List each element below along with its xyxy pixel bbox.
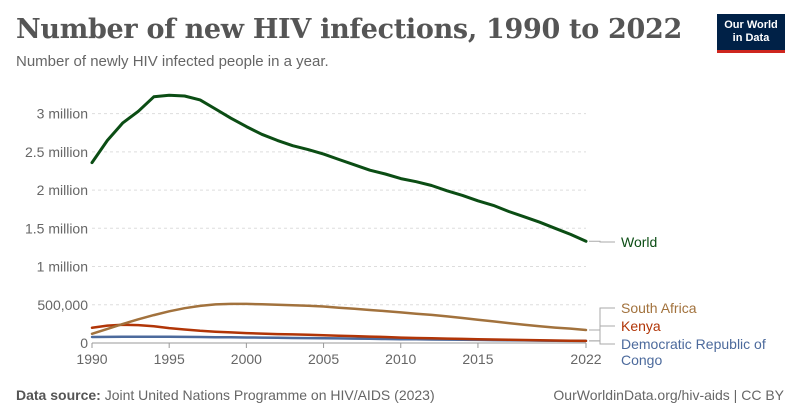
logo-line-1: Our World [724,19,778,31]
y-axis-ticks: 0 500,000 1 million 1.5 million 2 million 2.5… [25,106,88,351]
series-label-world: World [621,234,657,250]
y-tick-label: 3 million [37,106,88,122]
label-connector [589,307,615,331]
series-label-kenya: Kenya [621,318,661,334]
x-tick-label: 2005 [308,351,339,367]
grid-lines [92,113,586,344]
label-connector [589,240,615,243]
data-source: Data source: Joint United Nations Progra… [16,387,435,403]
label-connector [589,325,615,342]
line-chart: 0 500,000 1 million 1.5 million 2 million 2.5… [25,93,766,368]
y-tick-label: 1.5 million [25,220,88,236]
series-line-kenya[interactable] [90,323,588,343]
owid-logo[interactable]: Our World in Data [717,14,785,53]
y-tick-label: 1 million [37,259,88,275]
y-tick-label: 2.5 million [25,144,88,160]
logo-line-2: in Data [732,32,770,44]
x-tick-label: 2015 [462,351,493,367]
data-source-label: Data source: [16,387,101,403]
y-tick-label: 2 million [37,182,88,198]
series-label-south-africa: South Africa [621,300,697,316]
chart-title: Number of new HIV infections, 1990 to 20… [16,14,682,45]
series-lines [90,93,588,343]
source-url-link[interactable]: OurWorldinData.org/hiv-aids | CC BY [553,387,784,403]
label-connector [589,340,615,345]
chart-subtitle: Number of newly HIV infected people in a… [16,53,329,70]
data-source-text: Joint United Nations Programme on HIV/AI… [104,387,435,403]
series-label-democratic-republic-of-congo: Democratic Republic of Congo [621,336,766,368]
x-tick-label: 1990 [76,351,107,367]
x-tick-label: 2010 [385,351,416,367]
x-axis-ticks: 1990 1995 2000 2005 2010 2015 2022 [76,343,602,367]
x-tick-label: 2022 [570,351,601,367]
series-line-south-africa[interactable] [90,302,588,336]
x-tick-label: 2000 [231,351,262,367]
y-tick-label: 500,000 [37,297,88,313]
y-tick-label: 0 [80,335,88,351]
x-tick-label: 1995 [154,351,185,367]
series-line-world[interactable] [90,93,588,243]
series-labels: World South Africa Kenya Democratic Republi… [589,234,766,368]
